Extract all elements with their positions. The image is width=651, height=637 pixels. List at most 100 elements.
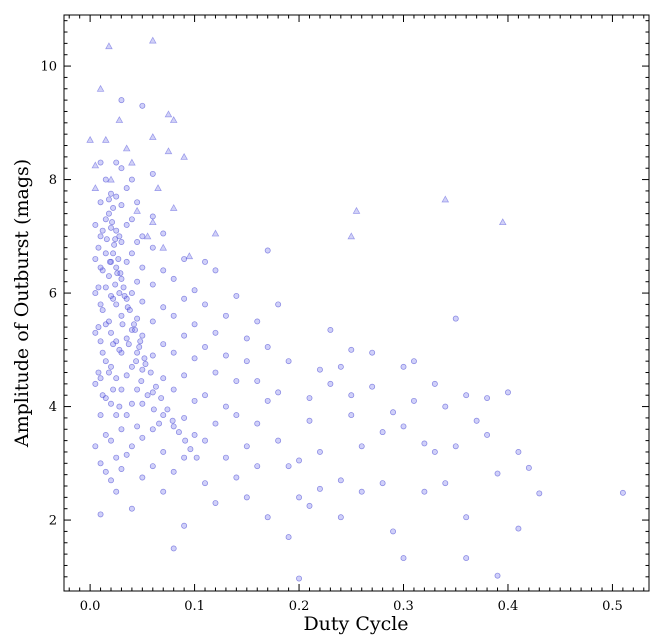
data-point-circle [108,329,114,336]
data-point-circle [139,474,146,481]
data-point-circle [102,250,109,257]
data-point-triangle [169,204,178,211]
data-point-circle [160,230,167,237]
data-point-triangle [86,135,94,143]
data-point-circle [103,236,110,243]
data-point-circle [97,460,104,467]
data-point-circle [442,480,449,487]
data-point-circle [102,431,109,438]
data-point-circle [123,185,130,192]
data-point-circle [105,210,112,217]
data-point-circle [494,572,501,579]
data-point-circle [116,290,123,297]
data-point-triangle [115,116,124,123]
data-point-circle [316,366,323,373]
data-point-circle [275,437,282,444]
data-point-circle [411,397,417,404]
data-point-circle [128,443,135,450]
data-point-circle [97,375,104,382]
data-point-circle [150,406,157,413]
y-tick-label: 8 [49,173,57,188]
data-point-circle [369,349,376,356]
data-point-circle [105,369,112,376]
data-point-triangle [143,232,152,240]
data-point-circle [128,505,135,512]
data-point-circle [254,318,261,325]
data-point-circle [170,423,177,430]
data-point-circle [95,369,102,376]
y-tick-label: 2 [49,514,57,529]
data-point-circle [108,477,114,484]
data-point-circle [181,522,188,529]
data-point-circle [102,176,109,183]
data-point-circle [113,227,120,234]
data-point-circle [264,247,271,254]
data-point-circle [92,329,99,336]
data-point-circle [123,372,130,379]
data-point-circle [306,502,313,509]
x-tick-label: 0.4 [498,599,519,614]
data-point-circle [202,301,208,308]
data-point-circle [494,470,501,477]
data-point-circle [212,369,219,376]
data-point-circle [113,375,120,382]
data-point-circle [110,386,117,393]
data-point-triangle [101,135,110,143]
data-point-circle [306,395,313,402]
data-point-circle [164,406,171,413]
data-point-circle [254,463,261,470]
data-point-triangle [105,42,113,50]
data-point-circle [337,514,344,521]
data-point-circle [222,312,229,319]
data-point-circle [463,392,470,399]
data-point-circle [152,383,159,390]
data-point-circle [296,494,302,501]
data-point-circle [337,477,344,484]
data-point-circle [191,287,198,294]
data-point-circle [139,233,146,240]
data-point-circle [275,389,282,396]
data-point-circle [113,488,120,495]
data-point-circle [128,290,135,297]
data-point-circle [137,338,144,345]
data-point-circle [118,426,125,433]
data-point-circle [92,380,99,387]
data-point-circle [97,412,104,419]
data-point-circle [114,270,121,277]
data-point-circle [128,400,135,407]
data-points [86,36,626,582]
x-tick-label: 0.1 [184,599,205,614]
data-point-circle [202,392,208,399]
data-point-circle [212,267,219,274]
data-point-circle [181,454,188,461]
data-point-circle [170,349,177,356]
x-tick-label: 0.0 [80,599,101,614]
data-point-circle [128,176,135,183]
data-point-circle [149,463,156,470]
data-point-circle [108,190,114,197]
data-point-triangle [133,206,141,214]
data-point-circle [212,420,219,427]
data-point-circle [97,159,104,166]
data-point-circle [149,389,156,396]
data-point-circle [105,273,112,279]
data-point-circle [116,403,123,410]
data-point-circle [128,250,135,257]
data-point-circle [134,423,141,430]
data-point-triangle [91,161,100,169]
data-point-circle [421,440,428,447]
plot-area [63,14,650,592]
data-point-circle [369,383,376,390]
data-point-circle [99,307,106,314]
data-point-triangle [347,232,356,240]
data-point-circle [139,298,146,305]
y-axis-label: Amplitude of Outburst (mags) [11,159,33,448]
data-point-circle [123,335,130,342]
data-point-circle [149,170,156,177]
data-point-circle [452,443,459,450]
data-point-circle [99,392,106,399]
data-point-circle [92,443,99,450]
data-point-circle [139,366,146,373]
data-point-circle [243,443,250,450]
data-point-circle [431,449,438,455]
